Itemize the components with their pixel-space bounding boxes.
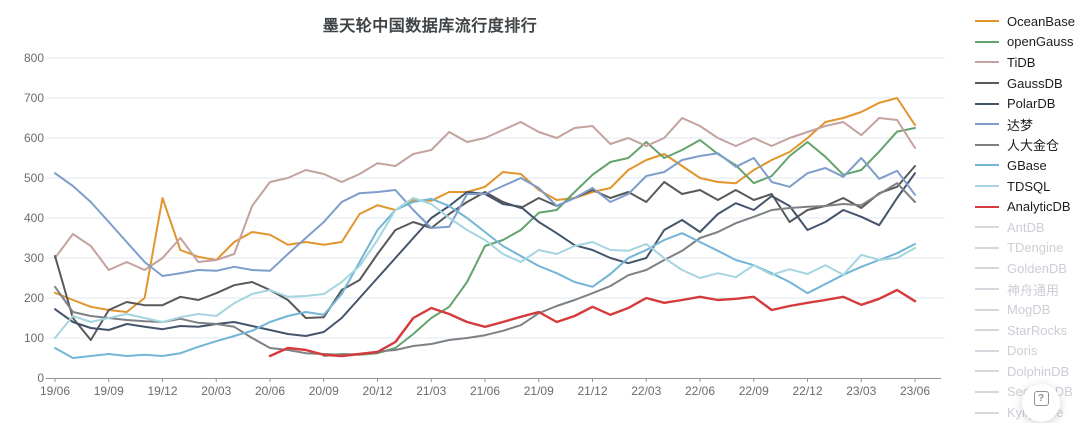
y-axis-label-400: 400	[24, 211, 44, 225]
x-axis-label-20/06: 20/06	[255, 384, 285, 398]
legend-swatch-TDSQL	[975, 185, 999, 188]
legend-swatch-Kyligence	[975, 411, 999, 414]
x-axis-label-19/09: 19/09	[94, 384, 124, 398]
legend-label-DolphinDB: DolphinDB	[1007, 363, 1070, 379]
x-axis-label-23/06: 23/06	[900, 384, 930, 398]
legend-item-StarRocks[interactable]: StarRocks	[975, 320, 1080, 341]
legend-swatch-AntDB	[975, 226, 999, 229]
y-axis-label-300: 300	[24, 251, 44, 265]
x-axis-label-22/09: 22/09	[739, 384, 769, 398]
series-line-TiDB	[54, 117, 916, 271]
legend-item-神舟通用[interactable]: 神舟通用	[975, 279, 1080, 300]
legend-label-AntDB: AntDB	[1007, 219, 1045, 235]
legend-swatch-openGauss	[975, 40, 999, 43]
legend-label-StarRocks: StarRocks	[1007, 322, 1067, 338]
x-axis-label-19/12: 19/12	[147, 384, 177, 398]
legend-label-GaussDB: GaussDB	[1007, 75, 1063, 91]
x-axis-label-21/03: 21/03	[416, 384, 446, 398]
legend-swatch-达梦	[975, 123, 999, 126]
chart-legend: OceanBase openGauss TiDB GaussDB PolarDB 达梦人大…	[975, 11, 1080, 423]
series-line-GaussDB	[54, 165, 916, 341]
legend-item-GaussDB[interactable]: GaussDB	[975, 73, 1080, 94]
series-line-AnalyticDB	[268, 288, 917, 358]
x-axis-label-22/12: 22/12	[792, 384, 822, 398]
legend-label-OceanBase: OceanBase	[1007, 13, 1075, 29]
y-axis-label-0: 0	[37, 371, 44, 385]
help-button[interactable]: ?	[1022, 384, 1060, 422]
chart-title: 墨天轮中国数据库流行度排行	[322, 18, 538, 35]
legend-item-Doris[interactable]: Doris	[975, 341, 1080, 362]
question-mark-icon: ?	[1033, 391, 1049, 406]
x-axis-label-20/12: 20/12	[362, 384, 392, 398]
series-line-OceanBase	[54, 97, 916, 313]
legend-item-OceanBase[interactable]: OceanBase	[975, 11, 1080, 32]
legend-swatch-AnalyticDB	[975, 205, 999, 208]
legend-label-PolarDB: PolarDB	[1007, 96, 1056, 112]
legend-item-PolarDB[interactable]: PolarDB	[975, 93, 1080, 114]
legend-swatch-GBase	[975, 164, 999, 167]
x-axis-label-21/12: 21/12	[577, 384, 607, 398]
legend-swatch-GaussDB	[975, 82, 999, 85]
x-axis-label-23/03: 23/03	[846, 384, 876, 398]
y-axis-label-800: 800	[24, 51, 44, 65]
legend-label-人大金仓: 人大金仓	[1007, 138, 1060, 154]
legend-swatch-DolphinDB	[975, 370, 999, 373]
y-axis-label-600: 600	[24, 131, 44, 145]
x-axis-label-21/09: 21/09	[524, 384, 554, 398]
legend-label-神舟通用: 神舟通用	[1007, 282, 1060, 298]
legend-label-MogDB: MogDB	[1007, 302, 1051, 318]
y-axis-label-700: 700	[24, 91, 44, 105]
legend-item-TDSQL[interactable]: TDSQL	[975, 176, 1080, 197]
legend-item-人大金仓[interactable]: 人大金仓	[975, 135, 1080, 156]
legend-label-AnalyticDB: AnalyticDB	[1007, 199, 1071, 215]
series-line-PolarDB	[54, 172, 916, 337]
legend-swatch-OceanBase	[975, 20, 999, 23]
series-line-TDSQL	[54, 197, 916, 339]
legend-item-openGauss[interactable]: openGauss	[975, 32, 1080, 53]
legend-label-openGauss: openGauss	[1007, 34, 1074, 50]
legend-item-达梦[interactable]: 达梦	[975, 114, 1080, 135]
legend-swatch-GoldenDB	[975, 267, 999, 270]
legend-label-TDSQL: TDSQL	[1007, 178, 1051, 194]
x-axis-label-22/06: 22/06	[685, 384, 715, 398]
x-axis-label-21/06: 21/06	[470, 384, 500, 398]
legend-label-TiDB: TiDB	[1007, 54, 1036, 70]
legend-item-TiDB[interactable]: TiDB	[975, 52, 1080, 73]
legend-swatch-PolarDB	[975, 102, 999, 105]
legend-item-GoldenDB[interactable]: GoldenDB	[975, 258, 1080, 279]
series-line-openGauss	[322, 127, 916, 357]
legend-label-GoldenDB: GoldenDB	[1007, 260, 1067, 276]
x-axis-label-22/03: 22/03	[631, 384, 661, 398]
x-axis-label-20/09: 20/09	[309, 384, 339, 398]
legend-label-达梦: 达梦	[1007, 117, 1034, 133]
series-line-达梦	[54, 152, 916, 277]
x-axis-label-19/06: 19/06	[40, 384, 70, 398]
y-axis-label-100: 100	[24, 331, 44, 345]
legend-item-AntDB[interactable]: AntDB	[975, 217, 1080, 238]
legend-swatch-TDengine	[975, 246, 999, 249]
y-axis-label-200: 200	[24, 291, 44, 305]
legend-swatch-TiDB	[975, 61, 999, 64]
legend-item-DolphinDB[interactable]: DolphinDB	[975, 361, 1080, 382]
series-line-GBase	[54, 197, 916, 359]
legend-label-Doris: Doris	[1007, 343, 1038, 359]
legend-label-GBase: GBase	[1007, 157, 1047, 173]
legend-swatch-SequoiaDB	[975, 390, 999, 393]
popularity-line-chart: 0 100 200 300 400 500 600 700 800 19/06 19/09 19/12…	[24, 51, 945, 398]
x-axis-label-20/03: 20/03	[201, 384, 231, 398]
legend-swatch-MogDB	[975, 308, 999, 311]
legend-label-TDengine: TDengine	[1007, 240, 1064, 256]
legend-swatch-神舟通用	[975, 288, 999, 291]
legend-swatch-人大金仓	[975, 143, 999, 146]
y-axis-label-500: 500	[24, 171, 44, 185]
legend-item-MogDB[interactable]: MogDB	[975, 299, 1080, 320]
legend-item-GBase[interactable]: GBase	[975, 155, 1080, 176]
legend-swatch-Doris	[975, 349, 999, 352]
series-line-人大金仓	[54, 182, 916, 356]
legend-swatch-StarRocks	[975, 329, 999, 332]
legend-item-AnalyticDB[interactable]: AnalyticDB	[975, 196, 1080, 217]
legend-item-TDengine[interactable]: TDengine	[975, 238, 1080, 259]
